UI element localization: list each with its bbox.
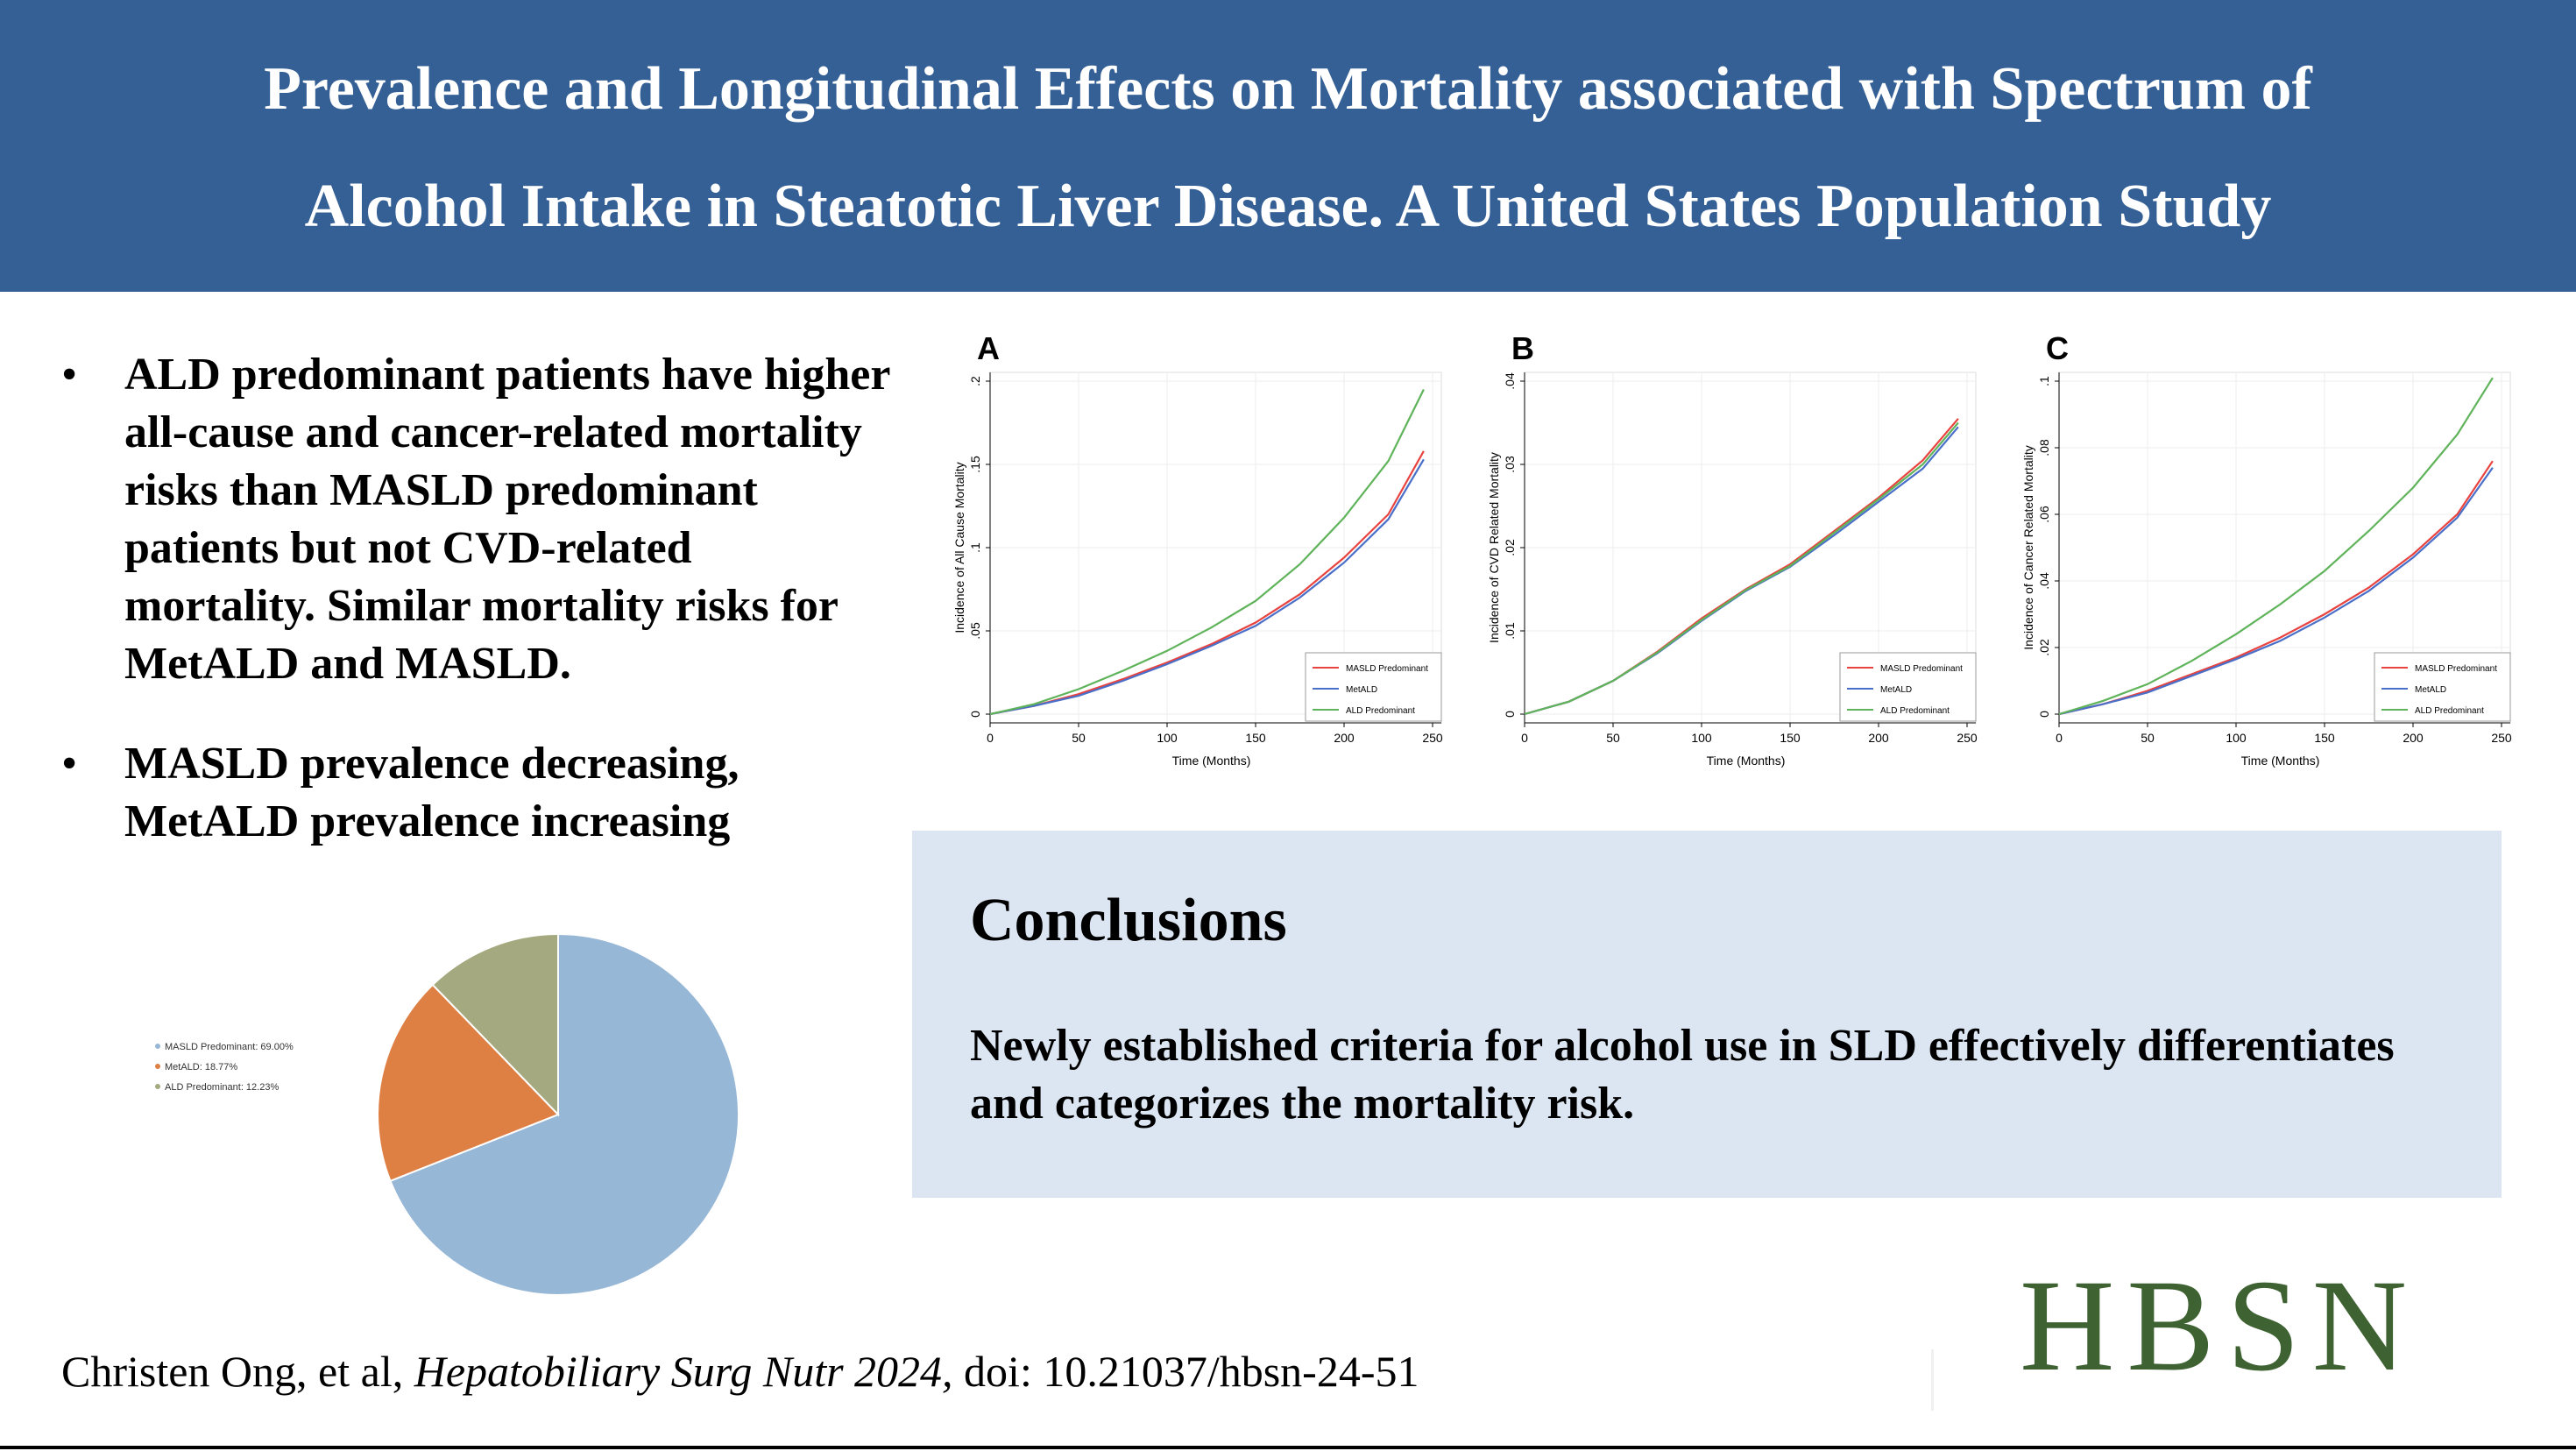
conclusions-heading: Conclusions [970,887,1287,954]
pie-legend-label: MetALD: 18.77% [165,1062,237,1072]
legend-label: MetALD [1346,685,1377,695]
pie-slice-ald-predominant [431,932,559,1117]
citation-authors: Christen Ong, et al, [61,1347,414,1396]
y-tick-label: .1 [968,542,982,553]
title-line-1: Prevalence and Longitudinal Effects on M… [264,55,2312,123]
conclusions-text: Newly established criteria for alcohol u… [970,1021,2395,1129]
series-line-metald [2058,467,2494,716]
x-tick-label: 150 [1245,731,1266,745]
chart-c-svg: C 0 .02 .04 .06 .08 .1 0 50 100 150 200 250 Time (Mon… [2021,330,2512,768]
pie-legend-marker [155,1084,160,1089]
citation-journal: Hepatobiliary Surg Nutr 2024, [414,1347,953,1396]
x-tick-label: 150 [2314,731,2335,745]
legend-label: MetALD [1880,685,1912,695]
y-tick-label: .02 [1503,539,1517,556]
x-tick-label: 250 [1422,731,1443,745]
y-tick-label: .02 [2037,639,2051,656]
x-tick-label: 150 [1780,731,1801,745]
x-axis-label: Time (Months) [2241,754,2320,768]
pie-legend-marker [155,1064,160,1069]
bottom-divider [0,1446,2576,1449]
legend-label: ALD Predominant [1880,706,1950,716]
y-tick-label: 0 [968,711,982,718]
series-line-ald-predominant [989,389,1425,716]
x-tick-label: 100 [2226,731,2247,745]
y-tick-label: 0 [1503,711,1517,718]
x-axis-label: Time (Months) [1172,754,1251,768]
x-axis-label: Time (Months) [1707,754,1786,768]
series-line-masld-predominant [2058,460,2494,716]
y-tick-label: .2 [968,376,982,386]
hbsn-logo: HBSN [2020,1253,2420,1398]
series-line-masld-predominant [989,450,1425,716]
legend-label: MetALD [2415,685,2446,695]
pie-legend-marker [155,1044,160,1049]
pie-legend-label: MASLD Predominant: 69.00% [165,1042,294,1052]
citation-doi: doi: 10.21037/hbsn-24-51 [952,1347,1419,1396]
x-tick-label: 50 [1072,731,1086,745]
title-line-2: Alcohol Intake in Steatotic Liver Diseas… [304,173,2272,240]
panel-label-b: B [1511,330,1534,366]
chart-b-svg: B 0 .01 .02 .03 .04 0 50 100 150 200 250 Time (Month… [1487,330,1978,768]
y-axis-label: Incidence of All Cause Mortality [955,462,966,633]
legend-label: ALD Predominant [1346,706,1415,716]
x-tick-label: 250 [1957,731,1978,745]
y-tick-label: .06 [2037,506,2051,523]
pie-slice-masld-predominant [389,932,740,1296]
title-banner: Prevalence and Longitudinal Effects on M… [0,0,2576,292]
x-tick-label: 50 [1606,731,1620,745]
y-tick-label: .05 [968,622,982,640]
legend-label: MASLD Predominant [1880,664,1963,674]
x-tick-label: 50 [2141,731,2155,745]
y-tick-label: .1 [2037,376,2051,386]
x-tick-label: 200 [1868,731,1889,745]
x-tick-label: 200 [2403,731,2424,745]
prevalence-pie-chart: MASLD Predominant: 69.00% MetALD: 18.77% A… [140,920,771,1314]
series-line-metald [989,458,1425,716]
y-axis-label: Incidence of CVD Related Mortality [1490,452,1501,643]
chart-panel-c: C 0 .02 .04 .06 .08 .1 0 50 100 150 200 250 Time (Mon… [2021,324,2550,780]
x-tick-label: 0 [2056,731,2063,745]
finding-prevalence: MASLD prevalence decreasing, MetALD prev… [61,735,894,851]
y-tick-label: .15 [968,456,982,473]
x-tick-label: 250 [2491,731,2512,745]
pie-legend-label: ALD Predominant: 12.23% [165,1082,279,1093]
y-axis-label: Incidence of Cancer Related Mortality [2024,445,2035,649]
y-tick-label: 0 [2037,711,2051,718]
chart-panel-a: A 0 .05 .1 .15 .2 0 50 100 150 200 250 Time (Months)… [952,324,1481,780]
y-tick-label: .04 [2037,572,2051,590]
citation: Christen Ong, et al, Hepatobiliary Surg … [61,1346,1419,1397]
legend-label: MASLD Predominant [2415,664,2497,674]
panel-label-c: C [2046,330,2069,366]
y-tick-label: .08 [2037,439,2051,457]
x-tick-label: 0 [1521,731,1528,745]
y-tick-label: .03 [1503,456,1517,473]
logo-divider [1931,1349,1934,1411]
x-tick-label: 0 [987,731,994,745]
legend-label: ALD Predominant [2415,706,2484,716]
conclusions-box: Conclusions Newly established criteria f… [912,831,2502,1198]
series-line-ald-predominant [1524,421,1959,716]
x-tick-label: 200 [1334,731,1355,745]
series-line-ald-predominant [2058,377,2494,716]
y-tick-label: .01 [1503,622,1517,640]
pie-slice-metald [377,983,560,1183]
chart-a-svg: A 0 .05 .1 .15 .2 0 50 100 150 200 250 Time (Months)… [952,330,1443,768]
finding-mortality: ALD predominant patients have higher all… [61,346,894,693]
y-tick-label: .04 [1503,372,1517,390]
x-tick-label: 100 [1157,731,1178,745]
legend-label: MASLD Predominant [1346,664,1428,674]
key-findings-list: ALD predominant patients have higher all… [61,346,894,893]
chart-panel-b: B 0 .01 .02 .03 .04 0 50 100 150 200 250 Time (Month… [1487,324,2015,780]
panel-label-a: A [977,330,1000,366]
pie-svg: MASLD Predominant: 69.00% MetALD: 18.77% A… [155,932,740,1296]
x-tick-label: 100 [1691,731,1712,745]
